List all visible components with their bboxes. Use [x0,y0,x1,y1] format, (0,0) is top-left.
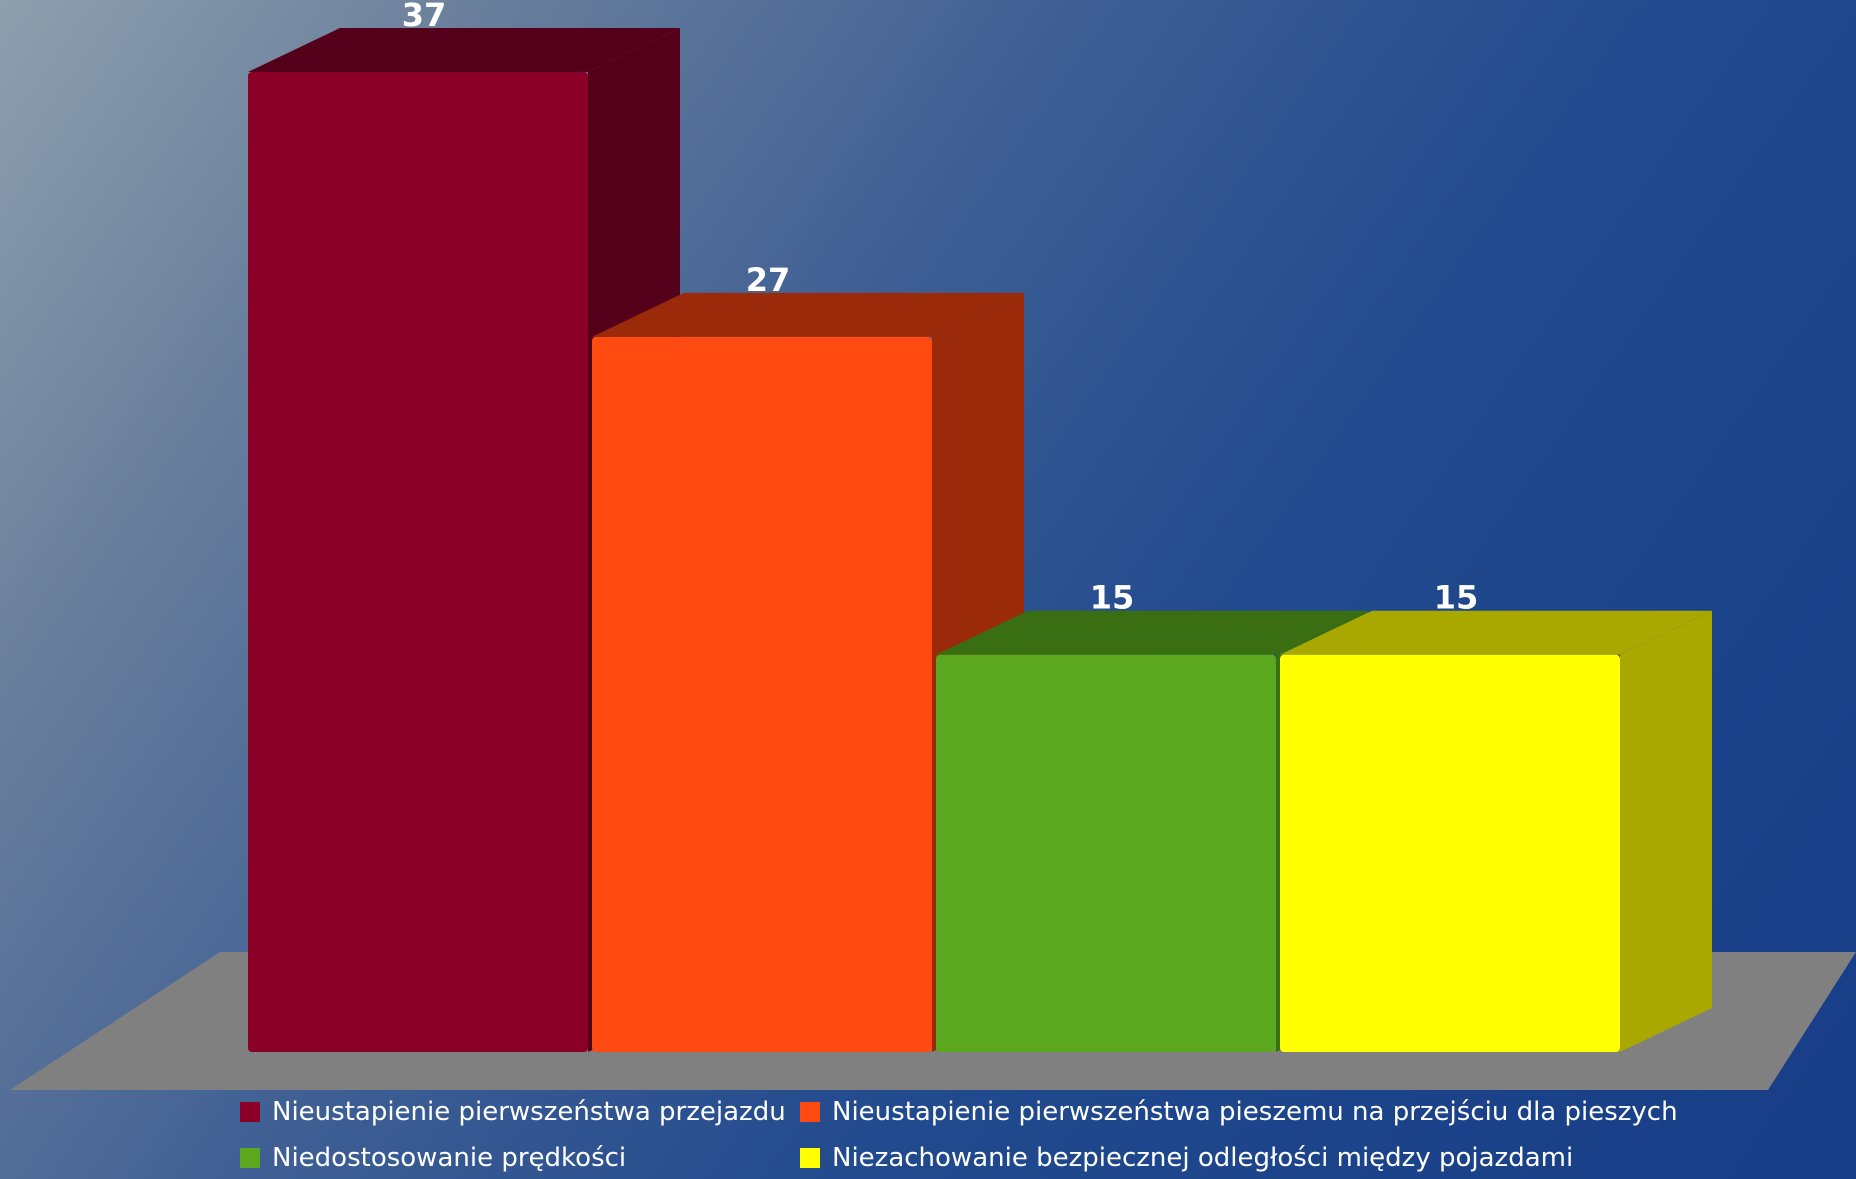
bar-3: 15 [1280,579,1712,1052]
legend-item-0: Nieustapienie pierwszeństwa przejazdu [240,1094,800,1130]
bar-top-1 [592,292,1024,337]
legend-swatch-2 [240,1148,260,1168]
legend-swatch-1 [800,1102,820,1122]
legend-item-1: Nieustapienie pierwszeństwa pieszemu na … [800,1094,1680,1130]
legend-label-1: Nieustapienie pierwszeństwa pieszemu na … [832,1097,1678,1127]
data-label-3: 15 [1434,579,1479,617]
bar-front-2 [936,654,1276,1052]
bar-front-3 [1280,654,1620,1052]
data-label-0: 37 [402,0,447,34]
bar-front-0 [248,72,588,1052]
legend-swatch-3 [800,1148,820,1168]
data-label-2: 15 [1090,579,1135,617]
bar-side-3 [1620,610,1712,1052]
legend-label-2: Niedostosowanie prędkości [272,1143,627,1173]
data-label-1: 27 [746,261,791,299]
bar-top-2 [936,610,1368,655]
legend-swatch-0 [240,1102,260,1122]
bar-front-1 [592,336,932,1052]
legend: Nieustapienie pierwszeństwa przejazdu Ni… [240,1094,1700,1176]
legend-item-2: Niedostosowanie prędkości [240,1140,800,1176]
legend-label-0: Nieustapienie pierwszeństwa przejazdu [272,1097,786,1127]
bar-top-3 [1280,610,1712,655]
bars-group: 37 27 15 15 [248,0,1712,1052]
legend-item-3: Niezachowanie bezpiecznej odległości mię… [800,1140,1680,1176]
bar-top-0 [248,28,680,72]
legend-label-3: Niezachowanie bezpiecznej odległości mię… [832,1143,1574,1173]
